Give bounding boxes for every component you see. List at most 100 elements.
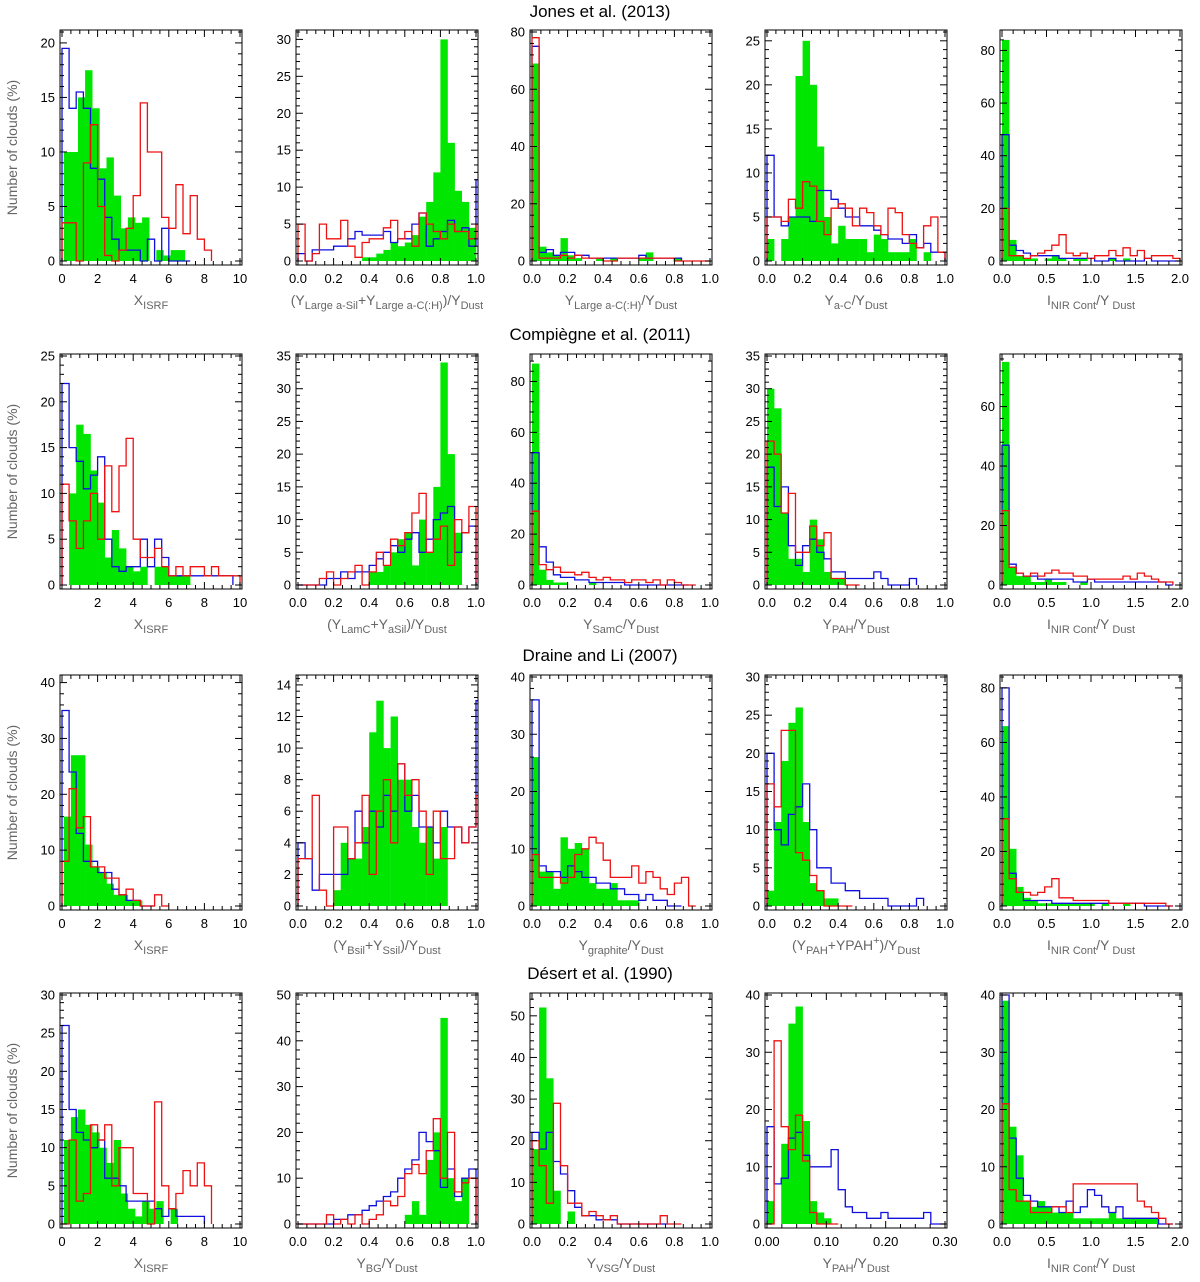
green-bar [1059,582,1067,585]
green-bar [127,900,136,906]
green-bar [69,493,77,585]
green-bar [113,894,121,906]
green-bar [1044,903,1053,906]
green-bar [866,252,875,261]
green-bar [624,900,632,906]
green-bar [85,70,93,261]
y-tick-label: 20 [746,77,760,92]
y-tick-label: 0 [518,1217,525,1232]
green-bar [1009,239,1017,261]
green-bar [816,146,825,261]
green-bar [802,822,810,906]
histogram-bars [61,709,169,907]
green-bar [574,843,583,906]
red-histogram-line [1001,509,1174,585]
green-bar [546,1078,554,1224]
green-bar [163,255,171,261]
green-bar [369,571,377,585]
green-bar [369,732,377,906]
y-tick-label: 40 [981,459,995,474]
y-tick-label: 10 [41,486,55,501]
green-bar [795,76,803,261]
x-tick-label: 0.0 [289,271,307,286]
x-axis-label: (YLarge a-Sil+YLarge a-C(:H))/YDust [291,292,483,312]
x-tick-label: 0.8 [665,1234,683,1249]
green-bar [553,582,561,585]
green-bar [824,217,832,261]
y-tick-label: 0 [284,1217,291,1232]
green-bar [603,888,611,906]
y-tick-label: 20 [277,1125,291,1140]
histogram-panel-20: 0.0 0.5 1.0 1.5 2.0 0 10 20 30 40 INIR Cont/Y Dust [981,988,1190,1276]
histogram-bars [1001,361,1174,586]
x-tick-label: 0.0 [993,595,1011,610]
green-bar [645,252,654,261]
green-bar [347,858,356,906]
x-tick-label: 0.4 [829,916,847,931]
x-tick-label: 0.4 [594,916,612,931]
histogram-bars [531,363,696,586]
y-tick-label: 15 [41,440,55,455]
green-bar [532,757,540,906]
x-tick-label: 0.4 [360,1234,378,1249]
green-bar [1073,258,1081,261]
green-bar [419,216,427,261]
y-tick-label: 40 [981,148,995,163]
red-histogram-line [531,836,696,907]
histogram-bars [531,1007,682,1225]
y-tick-label: 15 [41,90,55,105]
green-bar [1009,1126,1017,1224]
x-tick-label: 1.0 [467,916,485,931]
y-tick-label: 0 [753,578,760,593]
y-tick-label: 0 [753,899,760,914]
green-bar [1066,903,1074,906]
green-bar [85,1124,93,1224]
x-tick-label: 0.8 [900,916,918,931]
green-bar [120,894,129,906]
x-tick-label: 0.0 [758,271,776,286]
y-tick-label: 30 [277,32,291,47]
x-tick-label: 0.6 [630,595,648,610]
green-bar [610,258,618,261]
green-bar [135,900,143,906]
y-tick-label: 30 [746,670,760,685]
x-axis-label: YPAH/YDust [822,1255,889,1275]
x-tick-label: 6 [165,595,172,610]
x-tick-label: 0.6 [865,271,883,286]
y-tick-label: 10 [746,822,760,837]
histogram-panel-18: 0.0 0.2 0.4 0.6 0.8 1.0 0 10 20 30 40 50 YVSG/YDust [511,992,719,1275]
green-bar [539,246,547,261]
green-bar [539,569,547,585]
green-bar [76,424,84,585]
green-bar [170,1208,178,1224]
plot-frame [529,29,713,266]
green-bar [774,408,782,585]
green-bar [895,252,903,261]
y-tick-label: 5 [48,1178,55,1193]
green-bar [767,890,775,906]
green-bar [119,548,127,585]
x-tick-label: 10 [233,595,247,610]
x-tick-label: 0.0 [523,595,541,610]
green-bar [126,566,134,585]
y-tick-label: 25 [746,33,760,48]
red-histogram-line [61,102,213,262]
y-tick-label: 20 [41,35,55,50]
green-bar [873,234,882,261]
x-tick-label: 0.6 [396,1234,414,1249]
histogram-panel-13: 0.0 0.2 0.4 0.6 0.8 1.0 0 10 20 30 40 Ygraphite/YDu… [511,670,720,958]
y-tick-label: 20 [746,1102,760,1117]
green-bar [1030,900,1038,906]
x-tick-label: 0.4 [594,1234,612,1249]
y-tick-label: 80 [981,680,995,695]
green-bar [90,470,98,585]
x-tick-label: 0.4 [829,271,847,286]
green-bar [383,249,391,261]
green-bar [1009,567,1017,585]
green-bar [177,250,186,261]
green-bar [1009,848,1017,907]
green-bar [1030,258,1038,261]
row-title-jones: Jones et al. (2013) [529,2,671,21]
x-tick-label: 0.8 [665,595,683,610]
